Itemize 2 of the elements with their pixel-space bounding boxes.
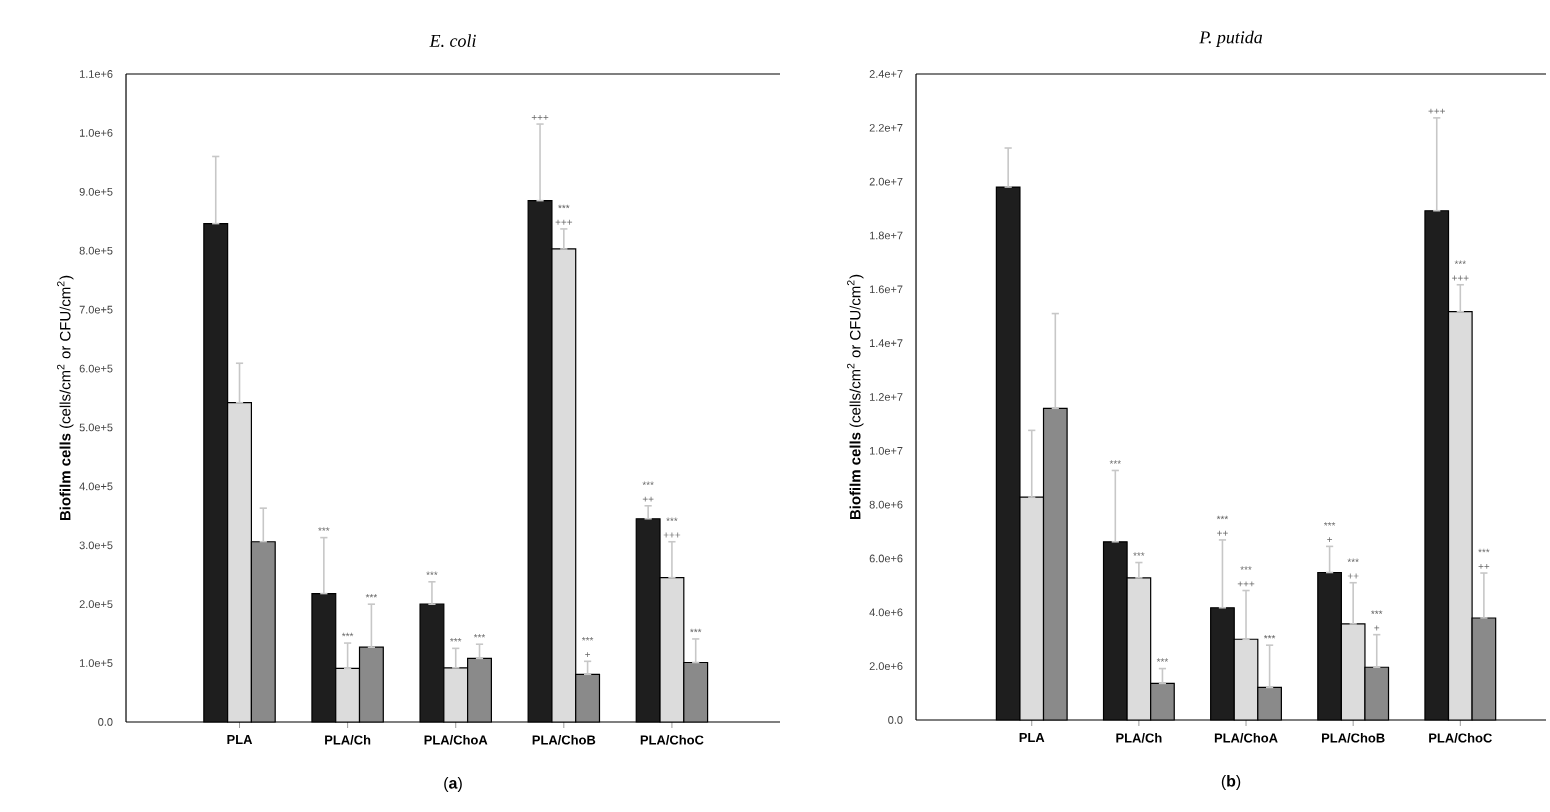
chart-title: E. coli: [429, 34, 476, 47]
chart-title: P. putida: [1199, 30, 1263, 47]
